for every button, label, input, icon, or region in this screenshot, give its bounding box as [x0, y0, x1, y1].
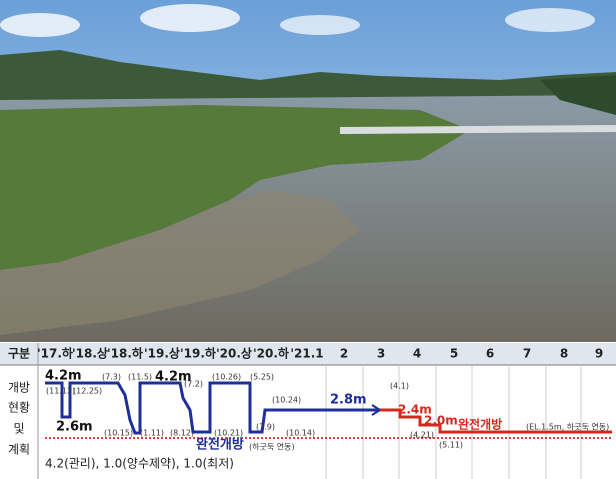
row-label: 현황 — [8, 401, 30, 415]
annotation: (하굿둑 연동) — [249, 442, 295, 452]
annotation: 2.6m — [56, 420, 93, 435]
period-label: '18.하 — [107, 346, 143, 361]
row-labels: 개방 현황 및 계획 — [8, 381, 30, 457]
period-label: 4 — [413, 347, 421, 361]
annotation: (10.24) — [272, 396, 301, 405]
row-label: 및 — [13, 422, 24, 436]
annotation: (1.11) — [140, 429, 164, 438]
annotation: (12.25) — [73, 387, 102, 396]
period-label: 9 — [595, 347, 603, 361]
annotation: (10.15) — [104, 429, 133, 438]
annotation: (4.1) — [390, 382, 409, 391]
period-label: '18.상 — [72, 346, 108, 361]
annotation: (7.2) — [184, 380, 203, 389]
header-row — [0, 343, 616, 365]
annotation: (10.14) — [286, 429, 315, 438]
period-label: 5 — [450, 347, 458, 361]
period-label: 6 — [486, 347, 494, 361]
footer-note: 4.2(관리), 1.0(양수제약), 1.0(최저) — [45, 456, 234, 471]
annotation: 완전개방 — [458, 417, 502, 432]
period-label: 8 — [560, 347, 568, 361]
period-label: '20.상 — [216, 346, 252, 361]
red-level-line — [380, 408, 612, 434]
period-label: '17.하 — [37, 346, 73, 361]
annotation: (11.5) — [128, 373, 152, 382]
annotation: 2.8m — [330, 393, 367, 408]
row-label: 계획 — [8, 443, 30, 457]
annotation: (8.12) — [170, 429, 194, 438]
photo — [0, 0, 616, 342]
period-label: '19.하 — [180, 346, 216, 361]
annotation: (11.13) — [46, 387, 75, 396]
period-label: 2 — [340, 347, 348, 361]
annotation: (10.21) — [214, 429, 243, 438]
period-label: '21.1 — [290, 347, 323, 361]
annotation: 4.2m — [155, 370, 192, 385]
annotation: (5.25) — [250, 373, 274, 382]
period-label: 3 — [377, 347, 385, 361]
period-label: '19.상 — [144, 346, 180, 361]
blue-level-line — [45, 381, 380, 435]
annotation: (EL.1.5m, 하굿둑 연동) — [526, 422, 609, 432]
annotation: 4.2m — [45, 369, 82, 384]
header-label: 구분 — [8, 347, 30, 361]
period-label: 7 — [523, 347, 531, 361]
annotation: (7.9) — [256, 423, 275, 432]
annotation: (5.11) — [439, 441, 463, 450]
annotation: 2.0m — [424, 414, 458, 428]
annotation: 완전개방 — [196, 437, 244, 453]
annotation: (4.21) — [410, 431, 434, 440]
annotation: (10.26) — [212, 373, 241, 382]
annotation: 2.4m — [398, 403, 432, 417]
period-label: '20.하 — [253, 346, 289, 361]
row-label: 개방 — [8, 381, 30, 395]
annotation: (7.3) — [102, 373, 121, 382]
